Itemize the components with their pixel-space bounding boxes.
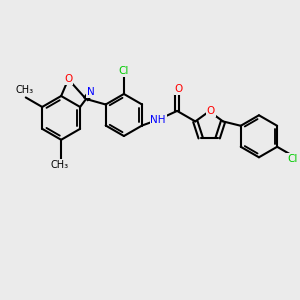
Text: NH: NH: [150, 115, 166, 125]
Text: O: O: [174, 84, 183, 94]
Text: O: O: [64, 74, 72, 84]
Text: Cl: Cl: [287, 154, 298, 164]
Text: O: O: [206, 106, 215, 116]
Text: CH₃: CH₃: [15, 85, 33, 94]
Text: Cl: Cl: [119, 66, 129, 76]
Text: CH₃: CH₃: [51, 160, 69, 170]
Text: N: N: [87, 87, 95, 98]
